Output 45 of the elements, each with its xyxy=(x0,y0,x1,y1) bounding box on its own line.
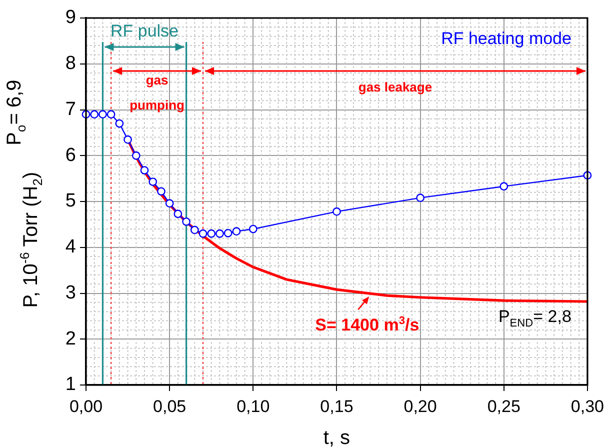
x-tick-label: 0,20 xyxy=(404,396,437,416)
y-tick-label: 3 xyxy=(65,282,76,304)
point xyxy=(216,229,224,238)
annotation: P$_{END}$= 2,8 xyxy=(498,307,572,330)
x-tick-label: 0,30 xyxy=(570,396,604,416)
x-tick-label: 0,15 xyxy=(320,396,354,416)
point xyxy=(98,110,107,119)
point xyxy=(148,178,158,186)
point xyxy=(500,182,508,191)
annotation: gas leakage xyxy=(358,80,432,95)
point xyxy=(124,135,132,144)
point xyxy=(174,210,182,218)
y-tick-label: 7 xyxy=(65,98,76,120)
point xyxy=(90,110,99,119)
y-tick-label: 2 xyxy=(65,328,76,350)
y-tick-label: 1 xyxy=(65,374,76,396)
point xyxy=(165,199,174,208)
x-tick-label: 0,00 xyxy=(69,396,103,416)
annotation: RF pulse xyxy=(110,22,179,41)
y-tick-label: 9 xyxy=(65,7,76,28)
y-tick-label: 4 xyxy=(65,236,76,258)
x-tick-label: 0,10 xyxy=(236,396,270,416)
x-tick-label: 0,25 xyxy=(487,396,520,416)
point xyxy=(207,229,216,238)
y-tick-label: 8 xyxy=(65,53,76,74)
point xyxy=(332,207,341,216)
annotation: S= 1400 m$^{3}$/s xyxy=(315,314,420,334)
point xyxy=(115,119,124,128)
y-tick-label: 6 xyxy=(65,144,76,166)
point xyxy=(182,217,190,226)
point xyxy=(157,187,166,196)
point xyxy=(224,228,232,238)
y-tick-label: 5 xyxy=(65,190,76,212)
point xyxy=(416,194,425,202)
annotation: gas pumping xyxy=(130,72,185,113)
point xyxy=(190,226,199,234)
x-axis-title: t, s xyxy=(322,427,352,448)
point xyxy=(248,224,258,234)
annotation: RF heating mode xyxy=(441,29,572,48)
point xyxy=(198,229,208,238)
point xyxy=(106,110,116,119)
point xyxy=(132,151,140,160)
point xyxy=(140,166,149,175)
point xyxy=(232,227,241,236)
x-tick-label: 0,05 xyxy=(153,396,186,416)
